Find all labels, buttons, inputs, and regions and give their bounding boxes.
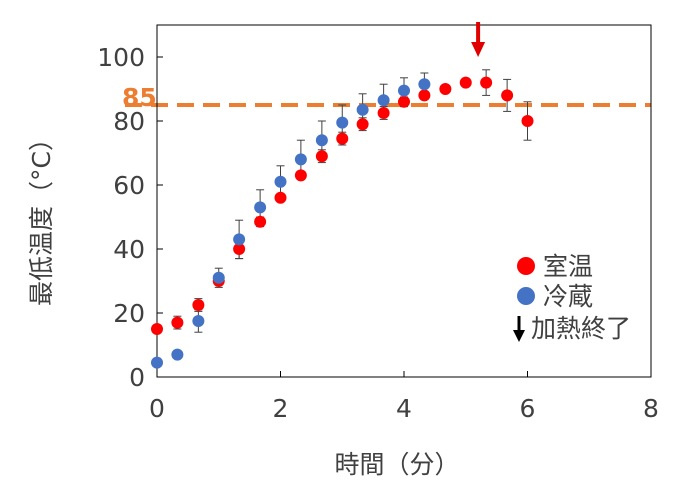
x-axis-title: 時間（分）: [334, 450, 459, 479]
x-tick-label: 4: [396, 394, 412, 423]
down-arrow-icon: [513, 316, 525, 342]
data-point-refrigerated: [254, 201, 267, 214]
data-point-room-temp: [377, 107, 390, 119]
data-point-room-temp: [336, 132, 349, 145]
data-point-refrigerated: [418, 78, 431, 91]
data-point-room-temp: [398, 95, 410, 108]
data-point-room-temp: [439, 83, 452, 95]
data-point-room-temp: [356, 118, 369, 131]
data-point-room-temp: [501, 89, 514, 102]
data-point-room-temp: [171, 316, 184, 329]
data-point-refrigerated: [336, 116, 349, 129]
data-point-room-temp: [151, 323, 163, 335]
data-point-room-temp: [459, 76, 472, 89]
data-point-refrigerated: [315, 134, 328, 147]
points-layer: [151, 76, 534, 369]
data-point-room-temp: [233, 243, 246, 255]
data-point-room-temp: [521, 115, 534, 127]
data-point-room-temp: [294, 169, 307, 182]
data-point-room-temp: [274, 191, 287, 204]
ticks-layer: 0 20 40 60 80 100 0 2 4 6 8: [97, 43, 659, 423]
y-tick-label: 0: [129, 363, 145, 392]
marker-layer: [471, 22, 486, 57]
y-tick-label: 100: [97, 43, 145, 72]
data-point-refrigerated: [233, 233, 246, 246]
data-point-room-temp: [418, 89, 431, 102]
legend-label-room-temp: 室温: [543, 252, 593, 281]
error-bars-layer: [173, 69, 532, 359]
y-tick-label: 60: [113, 171, 145, 200]
data-point-refrigerated: [398, 84, 410, 97]
reference-line-label: 85: [122, 83, 157, 112]
y-tick-label: 20: [113, 299, 145, 328]
heating-end-arrow-head: [471, 42, 486, 57]
legend-label-heating-end: 加熱終了: [531, 314, 631, 343]
data-point-refrigerated: [171, 348, 184, 361]
data-point-refrigerated: [294, 153, 307, 166]
data-point-refrigerated: [377, 94, 390, 107]
x-tick-label: 0: [149, 394, 165, 423]
data-point-room-temp: [254, 215, 267, 228]
legend: 室温 冷蔵 加熱終了: [513, 252, 631, 343]
legend-marker-room-temp: [517, 257, 535, 275]
x-tick-label: 2: [273, 394, 289, 423]
data-point-refrigerated: [356, 103, 369, 116]
x-tick-label: 6: [520, 394, 536, 423]
data-point-refrigerated: [212, 271, 225, 284]
data-point-room-temp: [480, 76, 493, 89]
data-point-refrigerated: [274, 175, 287, 188]
legend-label-refrigerated: 冷蔵: [543, 282, 593, 311]
y-tick-label: 40: [113, 235, 145, 264]
legend-marker-refrigerated: [517, 287, 535, 305]
data-point-refrigerated: [192, 315, 205, 327]
y-tick-label: 80: [113, 107, 145, 136]
data-point-refrigerated: [151, 356, 163, 369]
y-axis-title: 最低温度（°C）: [27, 126, 56, 306]
data-point-room-temp: [192, 299, 205, 311]
x-tick-label: 8: [643, 394, 659, 423]
data-point-room-temp: [315, 150, 328, 163]
